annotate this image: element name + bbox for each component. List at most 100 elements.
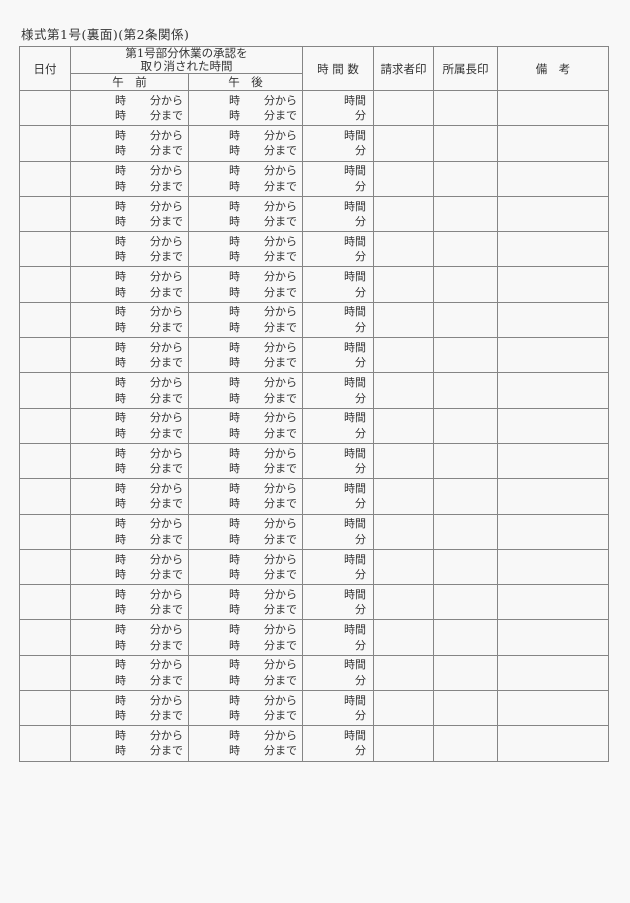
am-to-line: 時 分まで xyxy=(72,461,188,477)
pm-to-line: 時 分まで xyxy=(190,708,302,724)
hours-cell: 時間 分 xyxy=(302,301,375,339)
date-cell xyxy=(19,407,71,444)
table-row: 時分から 時分まで 時分から 時分まで 時間 分 xyxy=(19,407,610,444)
hours-cell: 時間 分 xyxy=(302,89,375,127)
hours-unit-label: 時間 xyxy=(344,128,367,142)
am-from-label: 分から xyxy=(150,164,183,178)
pm-to-hour-label: 時 xyxy=(229,497,241,511)
date-cell xyxy=(19,125,71,162)
am-from-hour-label: 時 xyxy=(115,411,126,425)
pm-from-line: 時 分から xyxy=(190,128,302,144)
am-to-label: 分まで xyxy=(150,568,183,581)
claimant-seal-cell xyxy=(373,125,435,162)
am-to-hour-label: 時 xyxy=(115,532,126,546)
pm-to-label: 分まで xyxy=(264,673,298,687)
pm-to-label: 分まで xyxy=(264,497,298,511)
am-to-label: 分まで xyxy=(150,391,183,405)
hours-cell: 時間 分 xyxy=(302,125,375,162)
am-from-label: 分から xyxy=(150,481,183,495)
am-to-hour-label: 時 xyxy=(115,215,126,229)
claimant-seal-cell xyxy=(373,337,435,374)
table-row: 時分から 時分まで 時分から 時分まで 時間 分 xyxy=(19,372,610,409)
am-from-hour-label: 時 xyxy=(115,128,126,142)
pm-to-label: 分まで xyxy=(264,179,298,193)
supervisor-seal-cell xyxy=(433,231,499,268)
am-to-label: 分まで xyxy=(150,744,183,758)
hours-unit-label: 時間 xyxy=(344,93,367,107)
pm-from-line: 時 分から xyxy=(190,728,302,744)
am-from-hour-label: 時 xyxy=(115,199,126,213)
claimant-seal-cell xyxy=(373,654,435,692)
supervisor-seal-cell xyxy=(433,725,499,762)
pm-from-hour-label: 時 xyxy=(229,340,241,354)
remarks-cell xyxy=(497,231,610,268)
am-to-label: 分まで xyxy=(150,179,183,193)
pm-from-line: 時 分から xyxy=(190,234,302,250)
minutes-unit-label: 分 xyxy=(355,603,367,617)
remarks-cell xyxy=(497,125,610,162)
pm-from-line: 時 分から xyxy=(190,552,302,568)
pm-to-line: 時 分まで xyxy=(190,532,302,548)
pm-from-hour-label: 時 xyxy=(229,411,241,425)
minutes-unit-label: 分 xyxy=(355,320,367,334)
am-from-line: 時 分から xyxy=(72,552,188,568)
minutes-unit-label: 分 xyxy=(355,109,367,123)
am-from-hour-label: 時 xyxy=(115,340,126,354)
header-hours: 時 間 数 xyxy=(302,46,375,91)
am-to-line: 時 分まで xyxy=(72,108,188,124)
pm-to-line: 時 分まで xyxy=(190,567,302,583)
hours-unit-label: 時間 xyxy=(344,728,367,742)
am-to-hour-label: 時 xyxy=(115,568,126,581)
pm-to-label: 分まで xyxy=(264,462,298,476)
pm-to-label: 分まで xyxy=(264,144,298,158)
claimant-seal-cell xyxy=(373,301,435,339)
header-remarks: 備 考 xyxy=(497,46,610,91)
pm-to-label: 分まで xyxy=(264,532,298,546)
date-cell xyxy=(19,231,71,268)
table-header: 日付 第1号部分休業の承認を 取り消された時間 時 間 数 請求者印 所属長印 … xyxy=(19,46,610,91)
pm-to-label: 分まで xyxy=(264,603,298,617)
pm-from-label: 分から xyxy=(264,481,298,495)
hours-cell: 時間 分 xyxy=(302,654,375,692)
date-cell xyxy=(19,619,71,656)
pm-to-line: 時 分まで xyxy=(190,461,302,477)
am-from-label: 分から xyxy=(150,340,183,354)
pm-to-line: 時 分まで xyxy=(190,602,302,618)
am-from-hour-label: 時 xyxy=(115,728,126,742)
am-to-line: 時 分まで xyxy=(72,320,188,336)
am-to-hour-label: 時 xyxy=(115,462,126,476)
remarks-cell xyxy=(497,478,610,515)
am-to-hour-label: 時 xyxy=(115,320,126,334)
pm-from-line: 時 分から xyxy=(190,693,302,709)
hours-cell: 時間 分 xyxy=(302,231,375,268)
remarks-cell xyxy=(497,584,610,621)
am-to-hour-label: 時 xyxy=(115,603,126,617)
hours-unit-label: 時間 xyxy=(344,481,367,495)
claimant-seal-cell xyxy=(373,725,435,762)
am-time-cell: 時分から 時分まで xyxy=(70,125,189,162)
hours-unit-label: 時間 xyxy=(344,517,367,531)
am-to-hour-label: 時 xyxy=(115,179,126,193)
am-to-line: 時 分まで xyxy=(72,426,188,442)
remarks-cell xyxy=(497,548,610,586)
am-from-hour-label: 時 xyxy=(115,270,126,284)
hours-cell: 時間 分 xyxy=(302,548,375,586)
am-from-label: 分から xyxy=(150,623,183,637)
pm-to-line: 時 分まで xyxy=(190,743,302,759)
remarks-cell xyxy=(497,266,610,303)
supervisor-seal-cell xyxy=(433,478,499,515)
pm-from-hour-label: 時 xyxy=(229,199,241,213)
pm-to-label: 分まで xyxy=(264,638,298,652)
pm-to-line: 時 分まで xyxy=(190,214,302,230)
minutes-unit-label: 分 xyxy=(355,462,367,476)
date-cell xyxy=(19,478,71,515)
pm-from-label: 分から xyxy=(264,128,298,142)
am-from-line: 時 分から xyxy=(72,234,188,250)
am-from-label: 分から xyxy=(150,93,183,107)
table-row: 時分から 時分まで 時分から 時分まで 時間 分 xyxy=(19,89,610,127)
pm-from-label: 分から xyxy=(264,340,298,354)
date-cell xyxy=(19,301,71,339)
hours-unit-label: 時間 xyxy=(344,234,367,248)
hours-unit-label: 時間 xyxy=(344,552,367,566)
table-row: 時分から 時分まで 時分から 時分まで 時間 分 xyxy=(19,478,610,515)
